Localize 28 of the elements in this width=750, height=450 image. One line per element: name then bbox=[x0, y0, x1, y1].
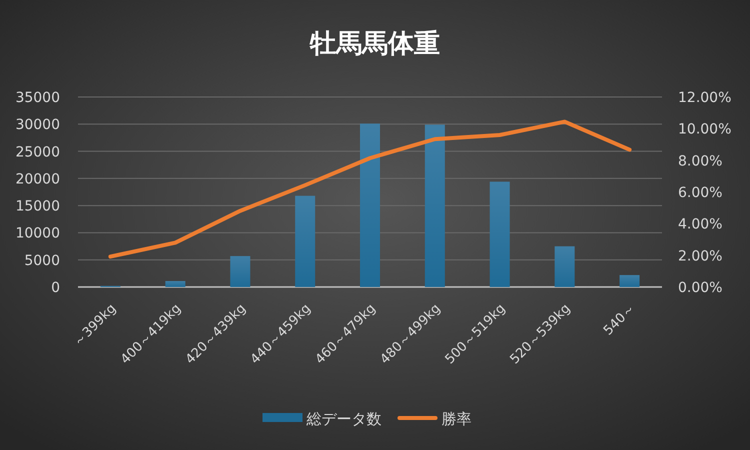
y2-tick-label: 8.00% bbox=[678, 153, 722, 170]
y-tick-label: 25000 bbox=[15, 144, 60, 160]
y-tick-label: 5000 bbox=[24, 252, 60, 269]
y-tick-label: 10000 bbox=[15, 226, 60, 242]
x-tick-label: 540～ bbox=[601, 301, 638, 339]
bar bbox=[554, 246, 575, 287]
bar bbox=[424, 124, 445, 287]
y2-tick-label: 0.00% bbox=[678, 280, 722, 296]
y2-tick-label: 6.00% bbox=[678, 185, 722, 201]
bar bbox=[165, 281, 186, 287]
y-tick-label: 20000 bbox=[15, 171, 60, 188]
bar bbox=[295, 196, 316, 287]
y-tick-label: 0 bbox=[51, 280, 60, 296]
y-tick-label: 15000 bbox=[15, 198, 60, 215]
y-tick-label: 35000 bbox=[15, 90, 60, 106]
bar bbox=[620, 275, 640, 287]
line-series bbox=[108, 120, 632, 259]
legend-label: 総データ数 bbox=[306, 410, 382, 428]
chart-title: 牡馬馬体重 bbox=[309, 29, 440, 59]
y2-tick-label: 10.00% bbox=[678, 122, 732, 138]
y2-tick-label: 12.00% bbox=[678, 90, 732, 106]
y2-tick-label: 2.00% bbox=[678, 248, 722, 264]
bar bbox=[490, 182, 510, 287]
y2-tick-label: 4.00% bbox=[678, 216, 722, 233]
y-tick-label: 30000 bbox=[15, 117, 60, 134]
bar bbox=[230, 256, 250, 287]
legend-label: 勝率 bbox=[442, 410, 472, 428]
bar bbox=[360, 124, 380, 287]
